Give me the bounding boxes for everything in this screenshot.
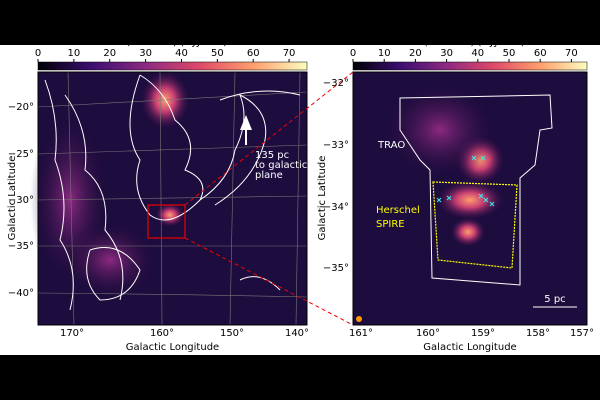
colorbar-tick-label: 70 [565,48,578,59]
y-tick-label: −30° [8,195,34,206]
annotation-line: Herschel [376,205,420,216]
y-tick-label: −35° [8,241,34,252]
annotation-line: TRAO [377,140,405,151]
x-tick-label: 140° [285,328,309,339]
y-tick-label: −40° [8,288,34,299]
colorbar-tick-label: 30 [139,48,152,59]
annotation: TRAO [377,140,405,151]
colorbar-tick-label: 70 [283,48,296,59]
annotation-line: 135 pc [255,150,289,161]
y-axis-label: Galactic Latitude [7,156,18,241]
x-tick-label: 158° [526,328,550,339]
left-map [30,70,308,326]
zoom-lines [184,71,354,326]
annotation: 5 pc [544,294,565,305]
colorbar-tick-label: 0 [350,48,356,59]
y-tick-label: −25° [8,149,34,160]
annotation-line: 5 pc [544,294,565,305]
colorbar-tick-label: 60 [247,48,260,59]
colorbar-label: Iν(857 GHz) (MJy sr⁻¹) [118,37,227,48]
right-map [352,71,588,326]
x-tick-label: 159° [471,328,495,339]
y-tick-label: −33° [323,140,349,151]
colorbar-tick-label: 20 [409,48,422,59]
x-tick-label: 161° [349,328,373,339]
annotation-line: plane [255,170,283,181]
colorbar-tick-label: 50 [503,48,516,59]
colorbar-tick-label: 60 [534,48,547,59]
x-axis-label: Galactic Longitude [126,342,219,353]
y-tick-label: −34° [323,202,349,213]
y-axis-label: Galactic Latitude [317,156,328,241]
colorbar-label: Iν(857 GHz) (MJy sr⁻¹) [415,37,524,48]
colorbar-tick-label: 50 [211,48,224,59]
x-axis-label: Galactic Longitude [423,342,516,353]
annotation-line: SPIRE [376,219,405,230]
colorbar-tick-label: 10 [378,48,391,59]
colorbar-tick-label: 30 [440,48,453,59]
y-tick-label: −32° [323,78,349,89]
x-tick-label: 170° [60,328,84,339]
x-tick-label: 160° [416,328,440,339]
annotation: 135 pc to galactic plane [255,150,307,181]
colorbar-tick-label: 40 [471,48,484,59]
y-tick-label: −20° [8,102,34,113]
x-tick-label: 150° [220,328,244,339]
colorbar-tick-label: 10 [67,48,80,59]
colorbar-tick-label: 0 [35,48,41,59]
annotation-line: to galactic [255,160,307,171]
colorbar-tick-label: 40 [175,48,188,59]
x-tick-label: 157° [570,328,594,339]
colorbar [37,61,308,71]
annotation: Herschel SPIRE [376,205,420,230]
colorbar [352,61,588,71]
y-tick-label: −35° [323,263,349,274]
colorbar-tick-label: 20 [103,48,116,59]
x-tick-label: 160° [150,328,174,339]
